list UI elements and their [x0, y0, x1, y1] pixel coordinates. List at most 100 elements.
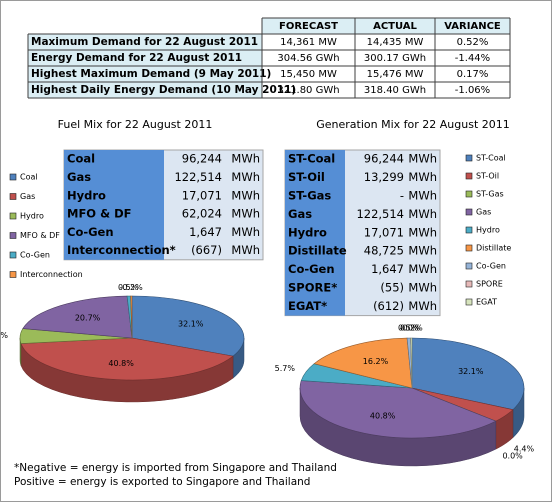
legend-swatch [9, 212, 17, 220]
cell-value: 318.40 GWh [364, 85, 426, 96]
legend-label: Co-Gen [476, 262, 506, 271]
chart-title: Generation Mix for 22 August 2011 [316, 118, 510, 131]
legend-swatch [465, 226, 473, 234]
data-label: 32.1% [458, 367, 484, 376]
legend-swatch [9, 193, 17, 200]
cell-value: 15,476 MW [367, 69, 424, 80]
legend-label: Distillate [476, 244, 511, 253]
legend-label: Hydro [476, 226, 500, 235]
legend-swatch [465, 172, 473, 180]
cell-unit: MWh [408, 225, 437, 239]
row-label: ST-Oil [288, 170, 325, 184]
cell-value: (55) [380, 281, 404, 295]
legend-label: ST-Oil [476, 172, 499, 181]
row-label: Distillate [288, 244, 347, 258]
cell-value: 48,725 [364, 244, 404, 258]
cell-value: 15,450 MW [280, 69, 337, 80]
data-label: 20.7% [75, 313, 101, 322]
cell-unit: MWh [408, 262, 437, 276]
row-label: Highest Maximum Demand (9 May 2011) [31, 68, 271, 80]
cell-value: 300.17 GWh [364, 53, 426, 64]
data-label: 32.1% [178, 320, 204, 329]
legend-label: SPORE [476, 280, 503, 289]
cell-value: 96,244 [364, 152, 404, 166]
cell-value: 304.56 GWh [277, 53, 339, 64]
pie-slice [410, 337, 413, 389]
cell-unit: MWh [231, 188, 260, 202]
footnote: Positive = energy is exported to Singapo… [14, 476, 310, 488]
legend-label: Gas [20, 192, 35, 201]
cell-value: 0.17% [457, 69, 489, 80]
pie-slice [20, 337, 234, 381]
cell-unit: MWh [231, 243, 260, 257]
legend-swatch [465, 244, 473, 252]
data-label: 5.7% [275, 364, 296, 373]
data-label: -0.2% [120, 283, 144, 292]
cell-value: 122,514 [174, 170, 222, 184]
pie-slice [131, 295, 245, 357]
data-label: 40.8% [370, 412, 396, 421]
cell-value: -1.44% [455, 53, 490, 64]
row-label: Highest Daily Energy Demand (10 May 2011… [31, 84, 296, 96]
data-label: 4.4% [514, 445, 535, 454]
cell-unit: MWh [231, 170, 260, 184]
pie-slice [130, 295, 133, 339]
row-label: EGAT* [288, 299, 327, 313]
header-bg [262, 18, 510, 34]
footnote: *Negative = energy is imported from Sing… [14, 462, 337, 474]
cell-value: 14,361 MW [280, 37, 337, 48]
cell-value: 17,071 [182, 188, 222, 202]
cell-unit: MWh [231, 152, 260, 166]
legend-swatch [9, 271, 17, 278]
data-label: 16.2% [363, 357, 389, 366]
row-label: Coal [67, 152, 95, 166]
legend-swatch [465, 280, 473, 288]
row-label: Gas [288, 207, 312, 221]
legend-swatch [465, 154, 473, 162]
cell-unit: MWh [231, 207, 260, 221]
data-label: 40.8% [108, 359, 134, 368]
row-label: ST-Coal [288, 152, 335, 166]
cell-unit: MWh [231, 225, 260, 239]
cell-value: -1.06% [455, 85, 490, 96]
cell-unit: MWh [408, 207, 437, 221]
legend-label: ST-Coal [476, 154, 506, 163]
data-label: 0.5% [118, 283, 139, 292]
legend-swatch [9, 251, 17, 259]
legend-label: Coal [20, 173, 38, 182]
cell-value: 17,071 [364, 225, 404, 239]
cell-value: 321.80 GWh [277, 85, 339, 96]
data-label: 0.0% [502, 451, 523, 460]
legend-label: EGAT [476, 298, 497, 307]
cell-unit: MWh [408, 281, 437, 295]
row-label: Maximum Demand for 22 August 2011 [31, 36, 258, 48]
chart-title: Fuel Mix for 22 August 2011 [58, 118, 213, 131]
cell-value: 13,299 [364, 170, 404, 184]
cell-unit: MWh [408, 170, 437, 184]
row-label: Gas [67, 170, 91, 184]
row-label: SPORE* [288, 281, 337, 295]
row-label: Hydro [67, 188, 106, 202]
pie-slice [299, 380, 497, 439]
row-label: Interconnection* [67, 243, 176, 257]
data-label: 5.7% [0, 331, 8, 340]
pie-slice [313, 337, 413, 389]
name-col-bg [285, 150, 345, 316]
data-label: 0.0% [400, 324, 421, 333]
legend-swatch [9, 232, 17, 239]
legend-swatch [465, 262, 473, 270]
row-label: Energy Demand for 22 August 2011 [31, 52, 242, 64]
name-col-bg [64, 150, 164, 260]
column-header: FORECAST [279, 21, 338, 32]
row-label: MFO & DF [67, 207, 132, 221]
row-label: ST-Gas [288, 189, 331, 203]
cell-value: 1,647 [371, 262, 404, 276]
cell-unit: MWh [408, 189, 437, 203]
legend-swatch [9, 173, 17, 181]
cell-value: 0.52% [457, 37, 489, 48]
cell-value: 1,647 [189, 225, 222, 239]
row-label: Co-Gen [67, 225, 114, 239]
cell-value: 62,024 [182, 207, 222, 221]
legend-label: Hydro [20, 212, 44, 221]
